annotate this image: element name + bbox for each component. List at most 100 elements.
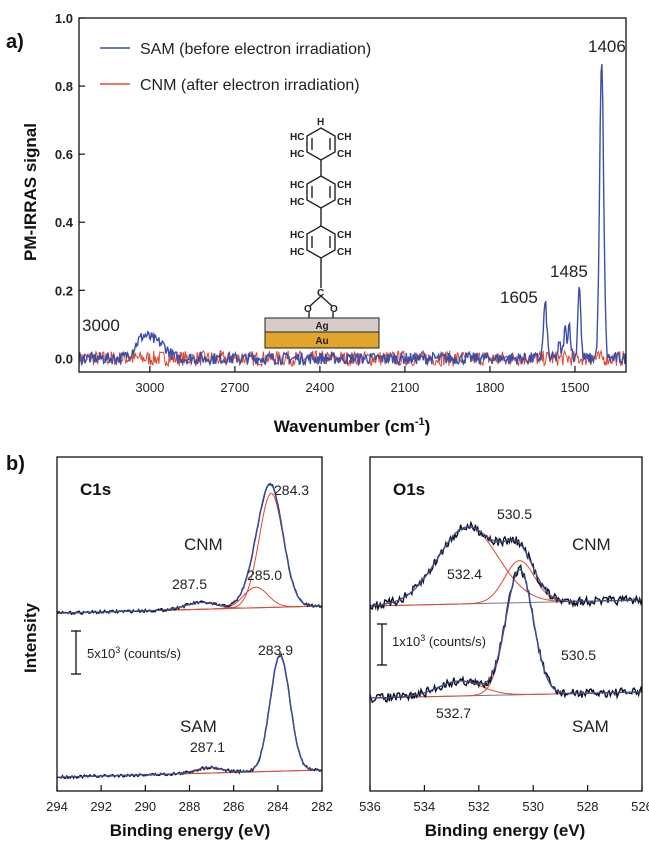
annotation-1406: 1406 xyxy=(588,37,626,56)
o1s-plot: 536 534 532 530 528 526 O1s CNM SAM 530.5 532… xyxy=(359,456,649,840)
bond xyxy=(309,295,322,307)
atom-label: HC xyxy=(290,149,304,160)
o1s-annotation-532-4: 532.4 xyxy=(447,566,482,582)
y-tick-label: 0.6 xyxy=(55,147,73,162)
x-tick-label: 292 xyxy=(90,799,112,814)
annotation-1605: 1605 xyxy=(500,288,538,307)
panel-a-xlabel-sup: -1 xyxy=(415,416,425,428)
atom-label: CH xyxy=(337,247,351,258)
x-tick-label: 286 xyxy=(223,799,245,814)
o1s-scale-bar-label: 1x103 (counts/s) xyxy=(392,633,486,649)
o1s-title: O1s xyxy=(393,480,425,499)
o1s-cnm-label: CNM xyxy=(572,535,611,554)
c1s-curves xyxy=(57,482,322,780)
au-layer xyxy=(264,331,380,349)
fit-envelope-line xyxy=(57,483,322,614)
x-tick-label: 532 xyxy=(468,799,490,814)
x-tick-label: 526 xyxy=(631,799,649,814)
o1s-annotation-530-5-sam: 530.5 xyxy=(561,647,596,663)
c1s-scale-bar: 5x103 (counts/s) xyxy=(71,630,181,675)
x-tick-label: 1500 xyxy=(561,380,590,395)
y-tick-label: 0.8 xyxy=(55,79,73,94)
atom-label: O xyxy=(304,304,312,315)
c1s-frame xyxy=(56,456,323,792)
x-tick-label: 284 xyxy=(267,799,289,814)
atom-label: CH xyxy=(337,149,351,160)
c1s-annotation-285-0: 285.0 xyxy=(247,567,282,583)
y-tick-label: 0.2 xyxy=(55,283,73,298)
x-tick-label: 288 xyxy=(179,799,201,814)
y-tick-label: 1.0 xyxy=(55,11,73,26)
o1s-scale-bar-unit: (counts/s) xyxy=(425,634,486,649)
y-tick-label: 0.4 xyxy=(55,215,74,230)
panel-a: a) PM-IRRAS signal 3000 2700 2400 2100 1800 1… xyxy=(6,11,627,436)
bond xyxy=(320,295,333,307)
c1s-annotation-287-1: 287.1 xyxy=(190,739,225,755)
atom-label: HC xyxy=(290,180,304,191)
atom-label: HC xyxy=(290,132,304,143)
au-label: Au xyxy=(315,336,328,347)
fit-envelope-line xyxy=(370,568,642,699)
atom-label: CH xyxy=(337,180,351,191)
benzene-ring-top xyxy=(306,127,336,161)
atom-label: H xyxy=(317,117,324,128)
xps-data-line xyxy=(370,520,642,612)
c1s-annotation-283-9: 283.9 xyxy=(258,642,293,658)
y-tick-label: 0.0 xyxy=(55,351,73,366)
panel-a-xlabel-close: ) xyxy=(425,417,431,436)
x-tick-label: 2100 xyxy=(390,380,419,395)
panel-a-ylabel: PM-IRRAS signal xyxy=(21,123,40,261)
fit-component-line xyxy=(370,560,642,607)
panel-a-xlabel-main: Wavenumber (cm xyxy=(274,417,415,436)
x-tick-label: 1800 xyxy=(475,380,504,395)
o1s-scale-bar-text: 1x10 xyxy=(392,634,420,649)
panel-b-ylabel: Intensity xyxy=(21,603,40,673)
o1s-frame xyxy=(369,456,643,792)
x-tick-label: 2700 xyxy=(220,380,249,395)
ag-label: Ag xyxy=(315,321,328,332)
c1s-title: C1s xyxy=(80,480,111,499)
c1s-ticks: 294 292 290 288 286 284 282 xyxy=(46,785,333,814)
benzene-ring-middle xyxy=(306,175,336,209)
x-tick-label: 282 xyxy=(311,799,333,814)
atom-label: CH xyxy=(337,197,351,208)
c1s-scale-bar-sup: 3 xyxy=(115,645,120,655)
x-tick-label: 530 xyxy=(522,799,544,814)
o1s-scale-bar: 1x103 (counts/s) xyxy=(377,623,486,666)
atom-label: CH xyxy=(337,230,351,241)
c1s-xlabel: Binding energy (eV) xyxy=(110,821,271,840)
o1s-xlabel: Binding energy (eV) xyxy=(425,821,586,840)
atom-label: HC xyxy=(290,247,304,258)
sam-spectrum-line xyxy=(79,64,626,367)
o1s-curves xyxy=(370,520,642,704)
legend: SAM (before electron irradiation) CNM (a… xyxy=(100,41,371,94)
panel-b: b) Intensity 294 292 290 288 286 284 282 C1s C… xyxy=(6,453,649,840)
x-tick-label: 290 xyxy=(134,799,156,814)
panel-a-xlabel: Wavenumber (cm-1) xyxy=(274,416,431,436)
fit-envelope-line xyxy=(57,654,322,778)
x-tick-label: 2400 xyxy=(305,380,334,395)
legend-cnm-label: CNM (after electron irradiation) xyxy=(140,77,360,94)
annotation-3000: 3000 xyxy=(82,316,120,335)
o1s-sam-label: SAM xyxy=(572,717,609,736)
c1s-sam-label: SAM xyxy=(180,717,217,736)
c1s-scale-bar-label: 5x103 (counts/s) xyxy=(87,645,181,661)
c1s-annotation-284-3: 284.3 xyxy=(274,482,309,498)
o1s-ticks: 536 534 532 530 528 526 xyxy=(359,785,649,814)
annotation-1485: 1485 xyxy=(550,262,588,281)
x-tick-label: 3000 xyxy=(135,380,164,395)
atom-label: O xyxy=(330,304,338,315)
molecule-atom-labels: H HC CH HC CH HC CH HC CH HC CH HC CH C … xyxy=(290,117,351,315)
o1s-annotation-532-7: 532.7 xyxy=(436,705,471,721)
x-tick-label: 528 xyxy=(577,799,599,814)
benzene-ring-bottom xyxy=(306,225,336,259)
o1s-scale-bar-sup: 3 xyxy=(420,633,425,643)
panel-a-label: a) xyxy=(6,31,24,53)
c1s-scale-bar-text: 5x10 xyxy=(87,646,115,661)
x-tick-label: 534 xyxy=(414,799,436,814)
c1s-scale-bar-unit: (counts/s) xyxy=(120,646,181,661)
panel-b-label: b) xyxy=(6,453,25,475)
c1s-plot: 294 292 290 288 286 284 282 C1s CNM SAM 284.3 … xyxy=(46,456,333,840)
o1s-annotation-530-5-cnm: 530.5 xyxy=(497,506,532,522)
